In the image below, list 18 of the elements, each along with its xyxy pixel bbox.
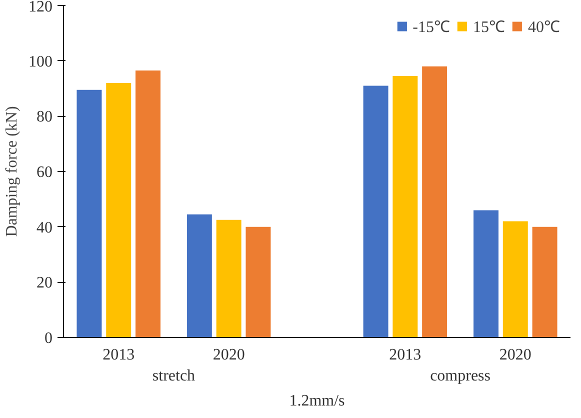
x-axis-title: 1.2mm/s [289, 392, 345, 410]
y-tick-label: 80 [36, 108, 52, 126]
y-tick-label: 100 [28, 53, 52, 70]
x-tick-label: 2020 [499, 346, 532, 364]
x-tick-label: 2020 [212, 346, 245, 364]
text: compress [430, 368, 491, 384]
y-axis-title: Damping force (kN) [4, 106, 20, 237]
y-tick-label: 120 [28, 0, 52, 16]
y-tick-label: 60 [36, 164, 52, 181]
legend-label: 40℃ [528, 18, 560, 37]
y-tick-label: 20 [36, 274, 52, 292]
y-tick-label: 0 [44, 330, 52, 347]
legend-label: 15℃ [473, 18, 505, 37]
y-tick-label: 40 [36, 219, 52, 236]
legend-label: -15℃ [412, 18, 450, 37]
x-tick-label: 2013 [389, 346, 422, 364]
text: stretch [152, 368, 196, 384]
x-tick-label: 2013 [102, 346, 135, 364]
